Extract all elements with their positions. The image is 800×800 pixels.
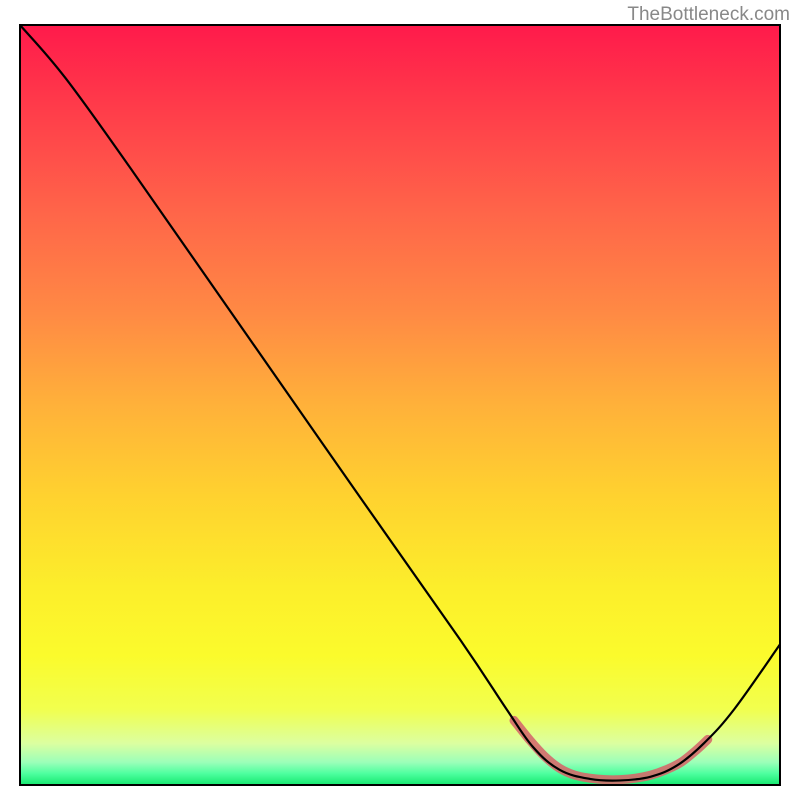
bottleneck-chart-container: TheBottleneck.com	[0, 0, 800, 800]
bottleneck-curve-chart	[0, 0, 800, 800]
plot-background	[20, 25, 780, 785]
